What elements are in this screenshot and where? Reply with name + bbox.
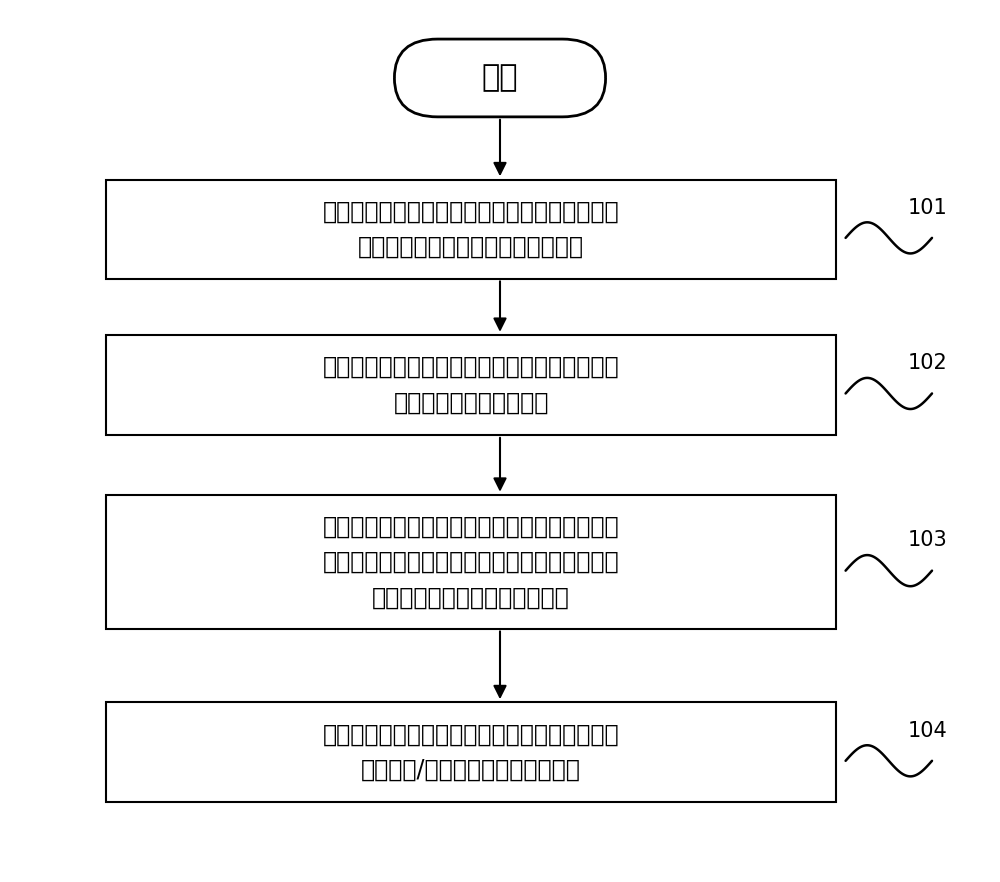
Text: 开始: 开始 xyxy=(482,64,518,93)
Text: 根据左主动轮运行距离、右主动轮运行距离以及
预定运行轨迹确定搞运机器人运行至当前点的左
主轮跟随误差、右主轮跟随误差: 根据左主动轮运行距离、右主动轮运行距离以及 预定运行轨迹确定搞运机器人运行至当前… xyxy=(323,514,620,609)
Text: 101: 101 xyxy=(907,198,947,218)
Text: 104: 104 xyxy=(907,721,947,741)
Text: 分别获取从起始点运行至当前点的左主动轮运行
距离、右主动轮运行距离: 分别获取从起始点运行至当前点的左主动轮运行 距离、右主动轮运行距离 xyxy=(323,355,620,415)
FancyBboxPatch shape xyxy=(394,39,606,116)
FancyBboxPatch shape xyxy=(106,495,836,629)
FancyBboxPatch shape xyxy=(106,180,836,279)
Text: 103: 103 xyxy=(907,530,947,550)
FancyBboxPatch shape xyxy=(106,702,836,802)
Text: 102: 102 xyxy=(907,353,947,373)
Text: 根据左主轮跟随误差和右主轮跟随误差调节第一
位置环和/或第二位置环的增益参数: 根据左主轮跟随误差和右主轮跟随误差调节第一 位置环和/或第二位置环的增益参数 xyxy=(323,722,620,781)
Text: 通过第一伺服驱动系统驱动左主动轮运行，通过
第二伺服驱动系统驱动右主动轮运行: 通过第一伺服驱动系统驱动左主动轮运行，通过 第二伺服驱动系统驱动右主动轮运行 xyxy=(323,199,620,259)
FancyBboxPatch shape xyxy=(106,335,836,435)
